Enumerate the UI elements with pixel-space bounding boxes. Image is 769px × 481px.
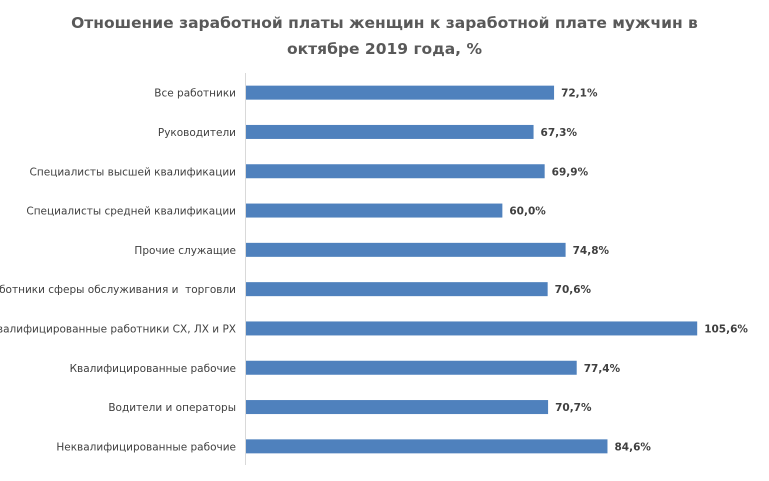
chart-title-line-1: Отношение заработной платы женщин к зара… xyxy=(71,14,698,32)
category-label: Квалифицированные работники СХ, ЛХ и РХ xyxy=(0,323,236,335)
data-label: 67,3% xyxy=(541,127,578,139)
bar xyxy=(246,85,555,100)
bar xyxy=(246,203,503,218)
category-label: Работники сферы обслуживания и торговли xyxy=(0,284,236,296)
bar xyxy=(246,321,698,336)
category-label: Водители и операторы xyxy=(108,402,236,414)
data-label: 69,9% xyxy=(552,166,589,178)
bar xyxy=(246,124,534,139)
category-label: Прочие служащие xyxy=(134,245,236,257)
data-label: 77,4% xyxy=(584,363,621,375)
bar xyxy=(246,164,545,179)
category-label: Руководители xyxy=(158,127,236,139)
data-label: 105,6% xyxy=(704,323,748,335)
chart-title-line-2: октябре 2019 года, % xyxy=(286,40,482,58)
bar xyxy=(246,439,608,454)
category-label: Специалисты средней квалификации xyxy=(26,206,236,218)
data-label: 84,6% xyxy=(614,441,651,453)
chart-title: Отношение заработной платы женщин к зара… xyxy=(0,10,769,62)
category-label: Все работники xyxy=(154,88,236,100)
data-label: 70,6% xyxy=(555,284,592,296)
data-label: 74,8% xyxy=(573,245,610,257)
category-label: Квалифицированные рабочие xyxy=(70,363,236,375)
data-label: 70,7% xyxy=(555,402,592,414)
bar xyxy=(246,360,577,375)
bar xyxy=(246,242,566,257)
category-label: Неквалифицированные рабочие xyxy=(56,441,236,453)
data-label: 60,0% xyxy=(509,206,546,218)
bar xyxy=(246,282,548,297)
bars-group: Все работники 72,1% Руководители 67,3% Специ… xyxy=(0,85,748,454)
bar xyxy=(246,400,549,415)
category-label: Специалисты высшей квалификации xyxy=(30,166,236,178)
data-label: 72,1% xyxy=(561,88,598,100)
